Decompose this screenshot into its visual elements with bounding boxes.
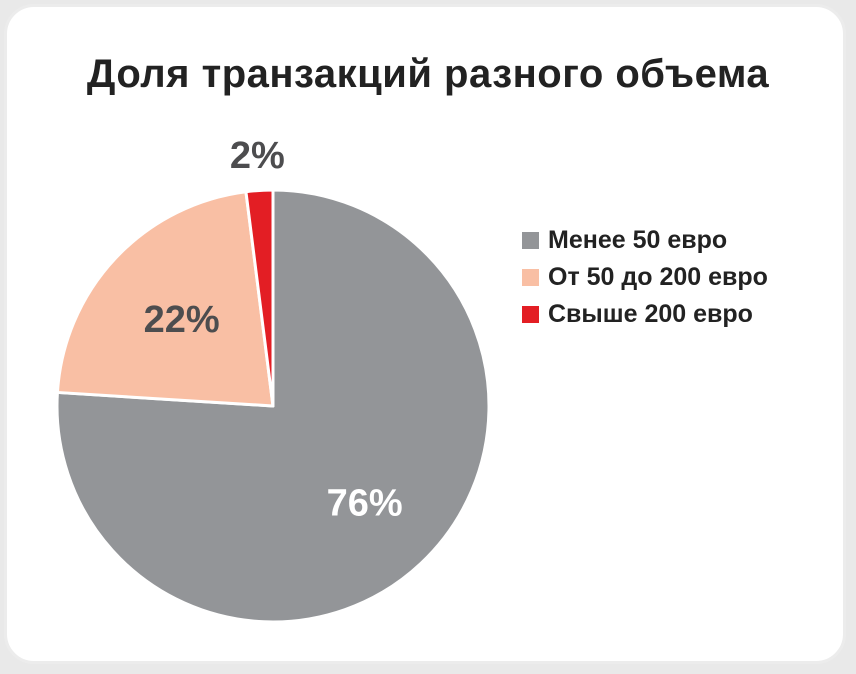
legend: Менее 50 евро От 50 до 200 евро Свыше 20… <box>522 222 768 333</box>
legend-item-50-200: От 50 до 200 евро <box>522 259 768 296</box>
chart-title: Доля транзакций разного объема <box>86 52 770 96</box>
legend-swatch-less-50 <box>522 232 539 249</box>
pie-slice-50-200 <box>55 190 275 408</box>
legend-label-50-200: От 50 до 200 евро <box>548 263 768 291</box>
pie-label-less-50: 76% <box>327 483 403 525</box>
pie-label-50-200: 22% <box>144 299 220 341</box>
legend-item-over-200: Свыше 200 евро <box>522 296 768 333</box>
legend-swatch-over-200 <box>522 306 539 323</box>
legend-item-less-50: Менее 50 евро <box>522 222 768 259</box>
legend-label-over-200: Свыше 200 евро <box>548 300 753 328</box>
pie-label-over-200: 2% <box>230 135 285 177</box>
legend-label-less-50: Менее 50 евро <box>548 226 728 254</box>
pie-slice-over-200 <box>244 188 275 408</box>
legend-swatch-50-200 <box>522 269 539 286</box>
